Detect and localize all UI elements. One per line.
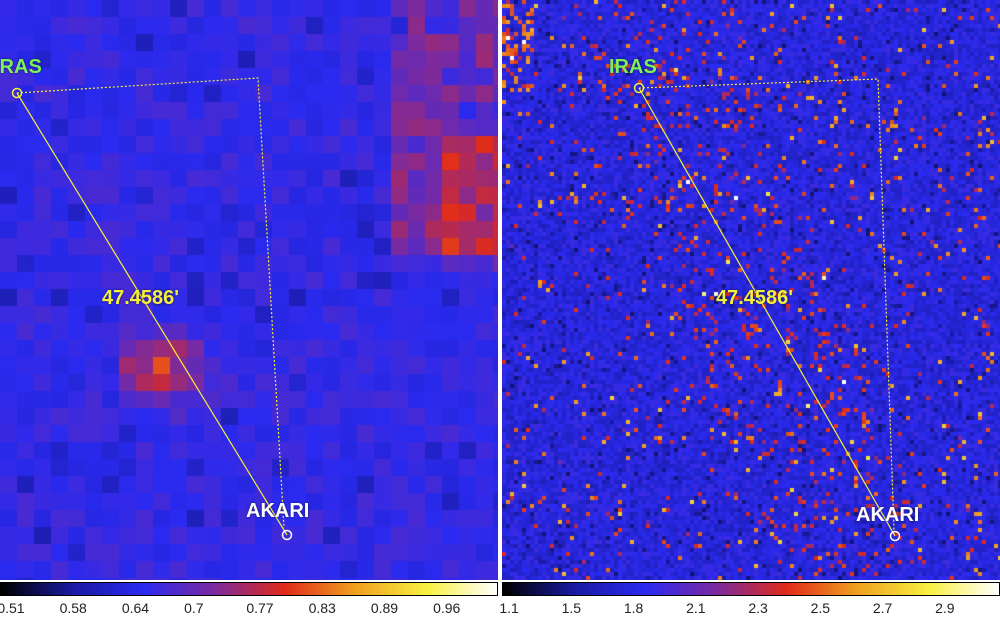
right-akari-marker xyxy=(889,530,901,542)
left-heatmap-image xyxy=(0,0,498,580)
colorbar-tick-label: 0.7 xyxy=(184,600,204,616)
left-colorbar xyxy=(0,582,498,596)
colorbar-tick-label: 2.1 xyxy=(686,600,706,616)
left-iras-label: IRAS xyxy=(0,56,42,78)
colorbar-tick-label: 0.64 xyxy=(121,600,150,616)
colorbar-tick-label: 2.5 xyxy=(810,600,831,616)
colorbar-tick-label: 0.96 xyxy=(433,600,461,616)
right-connector-line xyxy=(638,87,896,537)
right-iras-marker xyxy=(633,82,645,94)
left-annotation-overlay xyxy=(11,77,293,541)
left-connector-line xyxy=(16,92,288,536)
left-akari-label: AKARI xyxy=(246,500,310,522)
colorbar-tick-label: 0.77 xyxy=(246,600,274,616)
right-akari-label: AKARI xyxy=(856,504,920,526)
colorbar-tick-label: 2.7 xyxy=(872,600,893,616)
colorbar-tick-label: 1.5 xyxy=(561,600,582,616)
colorbar-tick-label: 2.3 xyxy=(748,600,768,616)
left-distance-label: 47.4586' xyxy=(102,287,180,309)
colorbar-tick-label: 1.1 xyxy=(499,600,519,616)
colorbar-tick-label: 2.9 xyxy=(935,600,955,616)
right-distance-label: 47.4586' xyxy=(716,287,794,309)
colorbar-tick-label: 0.89 xyxy=(370,600,399,616)
right-dotted-box xyxy=(638,78,895,531)
colorbar-tick-label: 0.83 xyxy=(308,600,336,616)
left-image-panel: IRAS AKARI 47.4586' xyxy=(0,0,498,580)
colorbar-tick-label: 1.8 xyxy=(623,600,644,616)
colorbar-tick-label: 0.58 xyxy=(59,600,87,616)
right-annotation-overlay xyxy=(633,78,901,542)
right-image-panel: IRAS AKARI 47.4586' xyxy=(502,0,1000,580)
left-akari-marker xyxy=(281,529,293,541)
right-iras-label: IRAS xyxy=(609,56,657,78)
right-heatmap-image xyxy=(502,0,1000,580)
colorbar-tick-label: 0.51 xyxy=(0,600,25,616)
left-iras-marker xyxy=(11,87,23,99)
left-dotted-box xyxy=(16,77,285,529)
right-colorbar xyxy=(502,582,1000,596)
